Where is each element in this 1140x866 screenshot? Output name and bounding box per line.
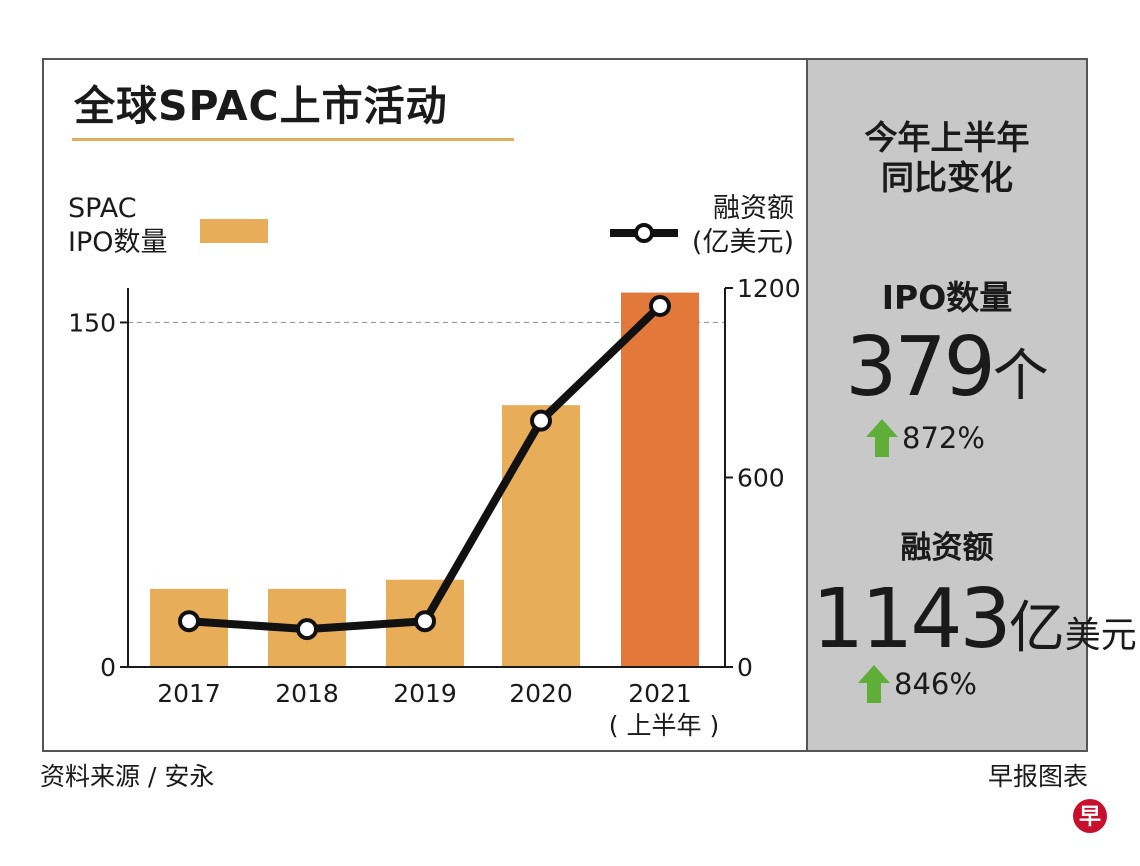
legend-line-label-line2: (亿美元) <box>691 227 794 258</box>
axes <box>120 287 733 668</box>
right-tick-label-1200: 1200 <box>737 274 801 303</box>
gridlines <box>128 321 725 324</box>
category-sublabel-2021: ( 上半年 ) <box>609 711 719 740</box>
legend-line-marker <box>634 223 654 243</box>
legend-line-swatch <box>610 223 678 243</box>
category-label-2021: 2021 <box>628 679 692 708</box>
source-note: 资料来源 / 安永 <box>40 762 215 791</box>
side-panel-title: 今年上半年 同比变化 <box>808 118 1086 198</box>
funding-change: 846% <box>858 664 977 704</box>
bar-2020 <box>502 405 580 667</box>
side-title-line1: 今年上半年 <box>864 118 1030 157</box>
up-arrow-icon <box>866 419 898 457</box>
line-series <box>178 295 671 641</box>
bar-2021 <box>621 292 699 667</box>
funding-value-row: 1143亿美元 <box>812 572 1137 684</box>
funding-point-2020 <box>530 409 552 432</box>
ipo-count-title: IPO数量 <box>881 278 1013 317</box>
funding-unit-main: 亿 <box>1008 596 1065 661</box>
logo-char: 早 <box>1079 805 1101 830</box>
zaobao-logo-icon: 早 <box>1073 799 1107 833</box>
legend-bar-label: SPAC IPO数量 <box>68 192 168 260</box>
funding-point-2018 <box>296 618 318 641</box>
credit-note: 早报图表 <box>987 762 1088 791</box>
legend-bar-label-line1: SPAC <box>68 193 137 224</box>
legend-line-label: 融资额 (亿美元) <box>604 192 794 260</box>
axis-labels: 01503000600120020172018201920202021( 上半年… <box>68 274 801 740</box>
funding-change-value: 846% <box>894 667 977 701</box>
funding-title: 融资额 <box>900 530 994 566</box>
funding-point-2017 <box>178 610 200 633</box>
left-tick-label-0: 0 <box>100 653 116 682</box>
funding-unit-sub: 美元 <box>1064 615 1137 656</box>
ipo-count-change-value: 872% <box>902 421 985 455</box>
category-label-2019: 2019 <box>393 679 457 708</box>
category-label-2017: 2017 <box>157 679 221 708</box>
ipo-count-value-row: 379个 <box>808 322 1086 423</box>
left-tick-label-150: 150 <box>68 308 116 337</box>
legend-bar-label-line2: IPO数量 <box>68 227 168 258</box>
ipo-count-change: 872% <box>866 418 985 458</box>
legend-bar-swatch <box>200 219 268 243</box>
chart-title: 全球SPAC上市活动 <box>74 82 448 130</box>
funding-point-2019 <box>414 610 436 633</box>
up-arrow-icon <box>858 665 890 703</box>
bar-series <box>150 292 699 667</box>
side-panel <box>808 60 1086 750</box>
side-panel-divider <box>806 60 808 750</box>
right-tick-label-600: 600 <box>737 464 785 493</box>
funding-value: 1143 <box>812 572 1012 667</box>
legend-line-label-line1: 融资额 <box>713 193 794 224</box>
category-label-2018: 2018 <box>275 679 339 708</box>
ipo-count-unit: 个 <box>992 344 1049 409</box>
funding-point-2021 <box>649 295 671 318</box>
title-underline <box>72 138 514 141</box>
right-tick-label-0: 0 <box>737 653 753 682</box>
side-title-line2: 同比变化 <box>881 158 1013 197</box>
ipo-count-value: 379 <box>845 320 996 415</box>
category-label-2020: 2020 <box>509 679 573 708</box>
